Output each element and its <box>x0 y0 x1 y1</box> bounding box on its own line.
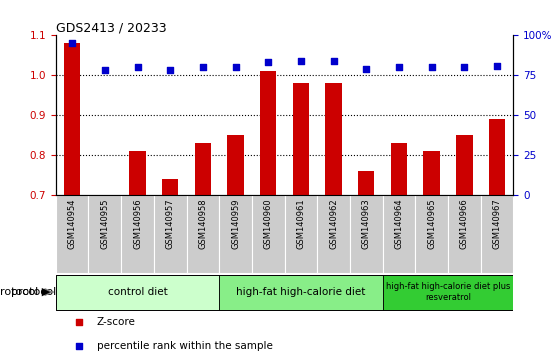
Bar <box>129 151 146 195</box>
FancyBboxPatch shape <box>56 275 219 309</box>
Point <box>133 64 142 70</box>
FancyBboxPatch shape <box>350 195 383 273</box>
Text: percentile rank within the sample: percentile rank within the sample <box>97 341 273 350</box>
Point <box>231 64 240 70</box>
Bar <box>293 83 309 195</box>
Text: GSM140962: GSM140962 <box>329 199 338 249</box>
Text: GSM140959: GSM140959 <box>231 199 240 249</box>
Bar <box>358 171 374 195</box>
FancyBboxPatch shape <box>285 195 318 273</box>
Text: GSM140956: GSM140956 <box>133 199 142 249</box>
Bar <box>162 179 179 195</box>
Bar <box>64 44 80 195</box>
Point <box>488 40 497 46</box>
Text: Z-score: Z-score <box>97 317 136 327</box>
FancyBboxPatch shape <box>154 195 186 273</box>
FancyBboxPatch shape <box>415 195 448 273</box>
Text: GSM140963: GSM140963 <box>362 199 371 249</box>
Text: high-fat high-calorie diet plus
resveratrol: high-fat high-calorie diet plus resverat… <box>386 282 510 302</box>
Point <box>362 66 371 72</box>
Text: GSM140955: GSM140955 <box>100 199 109 249</box>
Point <box>329 58 338 64</box>
Text: protocol ▶: protocol ▶ <box>0 287 50 297</box>
Text: GSM140966: GSM140966 <box>460 199 469 249</box>
Bar <box>489 119 505 195</box>
Text: GSM140965: GSM140965 <box>427 199 436 249</box>
Bar <box>195 143 211 195</box>
Text: protocol: protocol <box>11 287 56 297</box>
Bar <box>424 151 440 195</box>
Point <box>488 253 497 258</box>
Point <box>493 63 502 68</box>
Point <box>68 41 76 46</box>
FancyBboxPatch shape <box>186 195 219 273</box>
Point <box>296 58 305 64</box>
FancyBboxPatch shape <box>219 195 252 273</box>
FancyBboxPatch shape <box>383 195 415 273</box>
Text: GSM140967: GSM140967 <box>493 199 502 249</box>
Text: GSM140960: GSM140960 <box>264 199 273 249</box>
FancyBboxPatch shape <box>121 195 154 273</box>
Bar <box>456 135 473 195</box>
Text: high-fat high-calorie diet: high-fat high-calorie diet <box>236 287 365 297</box>
Text: control diet: control diet <box>108 287 167 297</box>
Text: GSM140961: GSM140961 <box>296 199 305 249</box>
Bar <box>391 143 407 195</box>
Text: GSM140958: GSM140958 <box>199 199 208 249</box>
Text: GSM140954: GSM140954 <box>68 199 76 249</box>
Text: GSM140957: GSM140957 <box>166 199 175 249</box>
FancyBboxPatch shape <box>318 195 350 273</box>
Bar <box>325 83 341 195</box>
Point <box>264 59 273 65</box>
FancyBboxPatch shape <box>480 195 513 273</box>
FancyBboxPatch shape <box>219 275 383 309</box>
Point <box>100 68 109 73</box>
Point <box>395 64 403 70</box>
FancyBboxPatch shape <box>448 195 480 273</box>
Point <box>199 64 208 70</box>
Point <box>460 64 469 70</box>
FancyBboxPatch shape <box>56 195 89 273</box>
Point <box>427 64 436 70</box>
Bar <box>228 135 244 195</box>
Point <box>166 68 175 73</box>
Text: GSM140964: GSM140964 <box>395 199 403 249</box>
FancyBboxPatch shape <box>89 195 121 273</box>
FancyBboxPatch shape <box>252 195 285 273</box>
Bar <box>260 71 276 195</box>
Text: GDS2413 / 20233: GDS2413 / 20233 <box>56 21 166 34</box>
FancyBboxPatch shape <box>383 275 513 309</box>
